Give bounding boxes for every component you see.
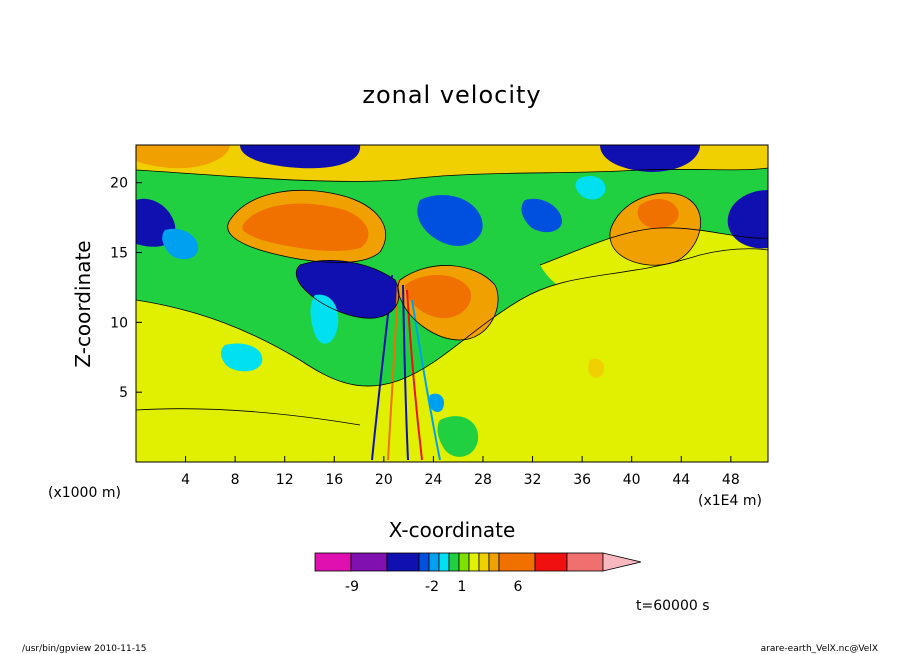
contour-line-1 — [136, 248, 768, 387]
x-tick-label: 16 — [325, 472, 343, 488]
colorbar-swatch — [428, 552, 440, 572]
y-axis-label: Z-coordinate — [71, 240, 95, 367]
x-ticks: 4 8 12 16 20 24 28 32 36 40 44 48 — [181, 456, 740, 488]
colorbar-swatch — [488, 552, 500, 572]
colorbar-swatch — [314, 552, 352, 572]
chart-title: zonal velocity — [362, 81, 541, 109]
contour-cyan-core — [310, 294, 339, 344]
contour-blue-core — [296, 260, 399, 319]
contour-blue-mid-right — [521, 198, 563, 233]
y-tick-label: 15 — [110, 246, 128, 262]
x-tick-label: 24 — [424, 472, 442, 488]
contour-cyan-bottom — [429, 393, 445, 413]
contour-line-2 — [136, 167, 768, 182]
contour-line-8 — [539, 227, 768, 266]
plot-frame — [135, 144, 769, 463]
colorbar-ticks: -9 -2 1 6 — [345, 579, 523, 595]
time-label: t=60000 s — [636, 598, 710, 614]
y-tick-label: 20 — [110, 176, 128, 192]
colorbar-swatch — [534, 552, 568, 572]
footer-right: arare-earth_VelX.nc@VelX — [761, 644, 878, 654]
x-tick-label: 20 — [375, 472, 393, 488]
shear-streaks — [371, 274, 441, 461]
contour-cyan-top-left — [162, 228, 199, 260]
x-units-label: (x1000 m) — [48, 485, 121, 501]
contour-line-7 — [136, 408, 361, 426]
x-tick-label: 12 — [276, 472, 294, 488]
contour-blue-right-edge — [727, 190, 768, 249]
contour-orange-topleft — [136, 145, 230, 169]
contour-line-4 — [609, 192, 701, 266]
x-axis-label: X-coordinate — [389, 518, 516, 542]
colorbar-swatch — [386, 552, 420, 572]
contour-fields — [136, 145, 768, 462]
contour-blue-top-mid — [240, 145, 361, 169]
contour-blue-right-top — [600, 145, 700, 172]
footer-left: /usr/bin/gpview 2010-11-15 — [22, 644, 146, 654]
y-tick-label: 10 — [110, 315, 128, 331]
contour-line-6 — [295, 260, 400, 319]
colorbar-swatch — [418, 552, 430, 572]
streak-3 — [402, 284, 409, 461]
contour-line-5 — [397, 265, 499, 341]
x-tick-label: 44 — [672, 472, 690, 488]
colorbar-swatch — [566, 552, 604, 572]
contour-cyan-lower — [220, 343, 263, 372]
x-tick-label: 32 — [524, 472, 542, 488]
streak-2 — [387, 279, 399, 461]
colorbar-tick-label: -9 — [345, 579, 359, 595]
y-tick-label: 5 — [119, 385, 128, 401]
colorbar-swatch — [468, 552, 480, 572]
colorbar-swatch — [350, 552, 388, 572]
x-tick-label: 8 — [231, 472, 240, 488]
colorbar-extend-arrow — [602, 552, 642, 572]
contour-orange-left-core — [242, 203, 369, 251]
colorbar-tick-label: -2 — [425, 579, 439, 595]
y-ticks: 5 10 15 20 — [110, 176, 142, 401]
contour-line-3 — [227, 189, 386, 263]
x-tick-label: 4 — [181, 472, 190, 488]
x-tick-label: 40 — [623, 472, 641, 488]
colorbar — [314, 552, 642, 572]
contour-bottom-band — [136, 408, 372, 462]
colorbar-swatch — [498, 552, 536, 572]
contour-green-bottom — [437, 416, 479, 457]
streak-4 — [406, 289, 423, 461]
streak-1 — [371, 274, 393, 461]
streak-5 — [411, 299, 441, 461]
x-tick-label: 28 — [474, 472, 492, 488]
contour-orange-right-core — [637, 198, 679, 229]
contour-cyan-right — [575, 175, 606, 200]
x-tick-label: 36 — [573, 472, 591, 488]
colorbar-swatch — [438, 552, 450, 572]
contour-orange-core-inner — [405, 274, 471, 319]
contour-lines — [136, 167, 768, 426]
contour-orange-speck-1 — [588, 358, 605, 378]
x-scale-label: (x1E4 m) — [698, 493, 762, 509]
colorbar-swatch — [478, 552, 490, 572]
contour-yellow-upper — [540, 227, 768, 323]
colorbar-tick-label: 6 — [514, 579, 523, 595]
colorbar-swatch — [448, 552, 460, 572]
colorbar-tick-label: 1 — [458, 579, 467, 595]
contour-blue-top-mid2 — [417, 195, 483, 246]
x-tick-label: 48 — [722, 472, 740, 488]
colorbar-swatch — [458, 552, 470, 572]
